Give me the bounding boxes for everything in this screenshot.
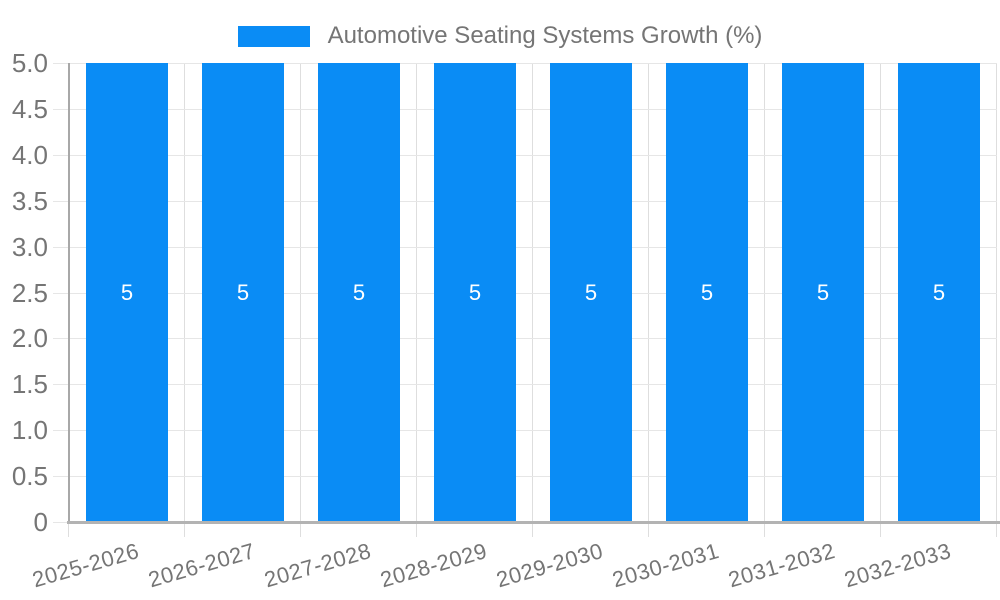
x-gridline (996, 63, 997, 537)
bar-value-label: 5 (352, 279, 366, 305)
bar: 5 (202, 63, 284, 522)
y-gridline (53, 430, 997, 431)
bar: 5 (666, 63, 748, 522)
x-gridline (416, 63, 417, 537)
y-gridline (53, 155, 997, 156)
x-axis-line (67, 521, 1000, 524)
bar-value-label: 5 (468, 279, 482, 305)
bar: 5 (434, 63, 516, 522)
y-gridline (53, 247, 997, 248)
y-axis-tick-label: 2.0 (11, 323, 48, 353)
y-axis-tick-label: 0 (33, 507, 48, 537)
bar: 5 (86, 63, 168, 522)
x-gridline (764, 63, 765, 537)
y-axis-tick-label: 5.0 (11, 48, 48, 78)
legend-label: Automotive Seating Systems Growth (%) (327, 22, 763, 49)
bar-value-label: 5 (120, 279, 134, 305)
y-gridline (53, 293, 997, 294)
bar-value-label: 5 (932, 279, 946, 305)
bar: 5 (318, 63, 400, 522)
y-gridline (53, 338, 997, 339)
y-axis-line (68, 63, 70, 522)
bar: 5 (550, 63, 632, 522)
y-axis-tick-label: 1.5 (11, 369, 48, 399)
legend-swatch (237, 25, 310, 47)
x-gridline (648, 63, 649, 537)
bar: 5 (782, 63, 864, 522)
y-axis-tick-label: 1.0 (11, 415, 48, 445)
y-axis-tick-label: 4.5 (11, 94, 48, 124)
y-axis-tick-label: 4.0 (11, 140, 48, 170)
legend: Automotive Seating Systems Growth (%) (0, 22, 1000, 50)
y-axis-tick-label: 0.5 (11, 461, 48, 491)
y-axis-tick-label: 3.0 (11, 232, 48, 262)
plot-area: 5.0 4.5 4.0 3.5 3.0 2.5 2.0 1.5 1.0 0.5 0 5 5 5 5 5 5 5 5 2… (12, 48, 1000, 592)
bar-value-label: 5 (700, 279, 714, 305)
y-gridline (53, 109, 997, 110)
x-gridline (184, 63, 185, 537)
bar-value-label: 5 (816, 279, 830, 305)
x-gridline (880, 63, 881, 537)
y-gridline (53, 476, 997, 477)
y-gridline (53, 201, 997, 202)
y-gridline (53, 63, 997, 64)
bar-value-label: 5 (584, 279, 598, 305)
x-gridline (300, 63, 301, 537)
bar-value-label: 5 (236, 279, 250, 305)
y-tick (53, 522, 69, 523)
y-axis-tick-label: 3.5 (11, 186, 48, 216)
y-gridline (53, 384, 997, 385)
y-axis-tick-label: 2.5 (11, 278, 48, 308)
x-gridline (532, 63, 533, 537)
bar: 5 (898, 63, 980, 522)
